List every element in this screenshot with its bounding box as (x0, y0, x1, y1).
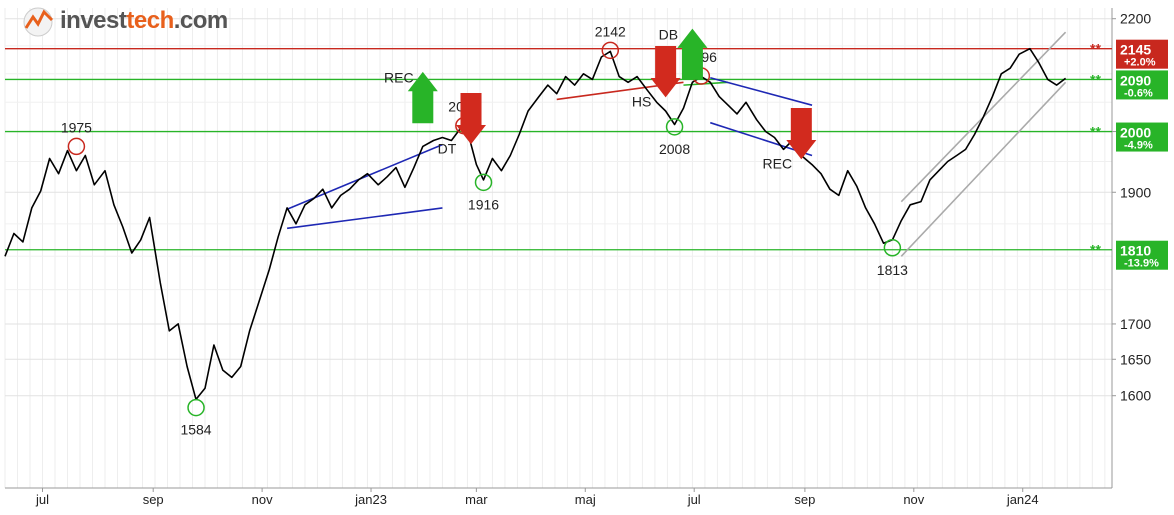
x-tick-label: jan24 (1006, 492, 1039, 507)
level-label: 1810 (1120, 243, 1151, 259)
level-change: -4.9% (1124, 140, 1153, 152)
level-change: -0.6% (1124, 87, 1153, 99)
signal-label: REC (763, 155, 793, 171)
trend-line (900, 81, 1067, 257)
trend-line (710, 76, 813, 106)
signal-arrow (407, 71, 438, 124)
y-tick-label: 1900 (1120, 184, 1151, 200)
x-tick-label: nov (903, 492, 924, 507)
level-marker: ** (1090, 41, 1101, 57)
level-label: 2145 (1120, 42, 1151, 58)
extreme-marker (601, 41, 620, 60)
signal-label: DB (659, 26, 678, 42)
signal-arrow (786, 107, 817, 160)
trend-line (287, 207, 443, 230)
y-tick-label: 1700 (1120, 316, 1151, 332)
signal-arrow (677, 28, 708, 80)
logo: investtech.com (20, 4, 228, 38)
level-label-box (1116, 39, 1168, 69)
level-label-box (1116, 122, 1168, 152)
extreme-label: 1916 (468, 196, 499, 212)
x-tick-label: mar (465, 492, 488, 507)
extreme-marker (474, 173, 493, 192)
extreme-label: 1584 (180, 422, 211, 438)
signal-label: DT (438, 140, 457, 156)
extreme-marker (883, 239, 902, 257)
x-tick-label: sep (794, 492, 815, 507)
x-tick-label: jul (35, 492, 49, 507)
logo-text: investtech.com (60, 7, 228, 34)
level-marker: ** (1090, 71, 1101, 87)
extreme-marker (67, 137, 86, 156)
extreme-label: 2142 (595, 23, 626, 39)
extreme-marker (187, 398, 205, 417)
y-tick-label: 1600 (1120, 388, 1151, 404)
x-tick-label: sep (143, 492, 164, 507)
level-change: +2.0% (1124, 57, 1156, 69)
x-tick-label: maj (575, 492, 596, 507)
signal-label: HS (632, 94, 651, 110)
x-tick-label: jan23 (354, 492, 387, 507)
level-marker: ** (1090, 242, 1101, 258)
level-label: 2000 (1120, 125, 1151, 141)
level-label: 2090 (1120, 72, 1151, 88)
y-tick-label: 1650 (1120, 351, 1151, 367)
extreme-label: 1975 (61, 119, 92, 135)
x-tick-label: nov (252, 492, 273, 507)
level-marker: ** (1090, 124, 1101, 140)
signal-arrow (650, 46, 681, 98)
y-tick-label: 2200 (1120, 11, 1151, 27)
extreme-label: 2008 (659, 141, 690, 157)
signal-label: REC (384, 70, 414, 86)
signal-arrow (455, 92, 487, 145)
level-label-box (1116, 70, 1168, 100)
extreme-marker (665, 118, 684, 136)
level-change: -13.9% (1124, 258, 1159, 270)
level-label-box (1116, 240, 1168, 270)
logo-icon (23, 7, 54, 37)
x-tick-label: jul (687, 492, 701, 507)
extreme-label: 1813 (877, 262, 908, 278)
